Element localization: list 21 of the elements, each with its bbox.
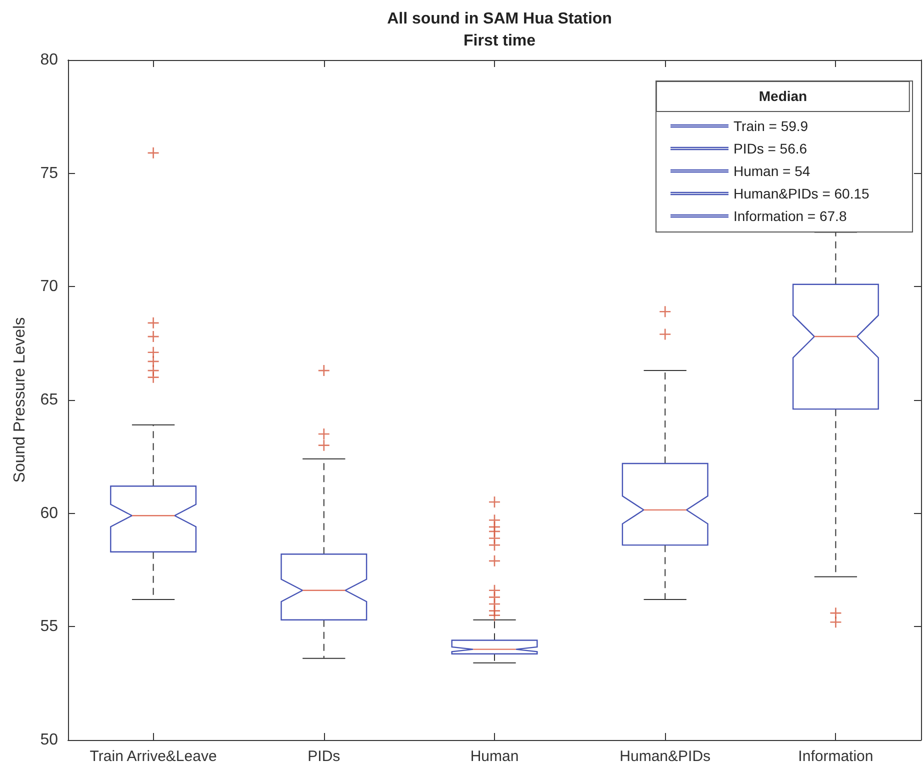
y-tick-label: 70: [40, 278, 58, 296]
y-tick-label: 80: [40, 52, 58, 68]
y-tick-label: 75: [40, 164, 58, 182]
chart-title: All sound in SAM Hua Station: [387, 10, 612, 28]
x-tick-label: Train Arrive&Leave: [90, 748, 217, 765]
x-tick-label: Human: [470, 748, 519, 765]
legend-label: Human&PIDs = 60.15: [734, 186, 870, 202]
legend-label: PIDs = 56.6: [734, 140, 808, 156]
x-tick-label: PIDs: [308, 748, 340, 765]
legend-title: Median: [758, 88, 808, 104]
x-tick-label: Information: [798, 748, 874, 765]
legend-label: Information = 67.8: [734, 208, 847, 224]
chart-subtitle: First time: [463, 32, 536, 50]
y-tick-label: 65: [40, 392, 58, 408]
y-axis-title: Sound Pressure Levels: [12, 317, 28, 483]
x-tick-label: Human&PIDs: [620, 748, 711, 765]
y-tick-label: 50: [40, 732, 58, 748]
y-tick-label: 60: [40, 504, 58, 522]
y-tick-label: 55: [40, 618, 58, 636]
legend-label: Train = 59.9: [734, 118, 808, 134]
legend-label: Human = 54: [734, 163, 810, 179]
